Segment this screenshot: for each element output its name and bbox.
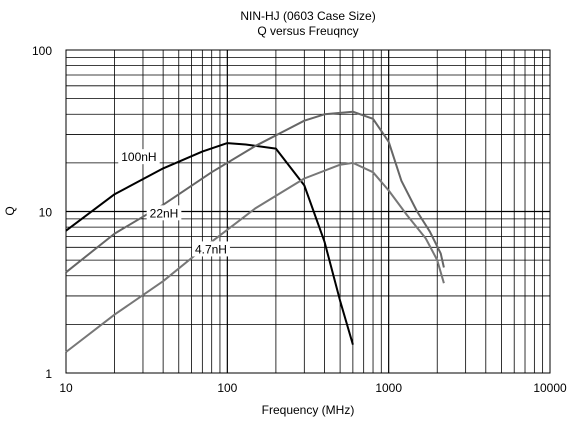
y-tick-label: 1: [45, 367, 52, 381]
series-line-0: [65, 142, 354, 345]
series-annotations: 100nH 22nH 4.7nH: [118, 149, 230, 257]
chart-subtitle: Q versus Freuqncy: [257, 24, 358, 38]
x-axis-label: Frequency (MHz): [262, 403, 355, 417]
x-tick-label: 10: [59, 381, 73, 395]
series-line-2: [65, 161, 445, 353]
series-label-0: 100nH: [121, 150, 156, 164]
series-layer: [65, 110, 445, 353]
y-tick-label: 10: [39, 206, 53, 220]
series-label-1: 22nH: [150, 206, 179, 220]
annotation-background: [118, 149, 160, 165]
series-line-1: [65, 110, 445, 274]
tick-labels: 10 100 1000 10000 1 10 100: [32, 44, 567, 395]
chart-title: NIN-HJ (0603 Case Size): [240, 9, 375, 23]
grid-lines: [66, 50, 550, 373]
plot-area-frame: [65, 49, 551, 374]
annotation-background: [191, 241, 230, 257]
x-tick-label: 1000: [375, 381, 402, 395]
x-tick-label: 100: [217, 381, 237, 395]
x-tick-label: 10000: [533, 381, 567, 395]
y-tick-label: 100: [32, 44, 52, 58]
annotation-background: [146, 205, 182, 221]
y-axis-label: Q: [3, 206, 17, 215]
series-label-2: 4.7nH: [195, 242, 227, 256]
